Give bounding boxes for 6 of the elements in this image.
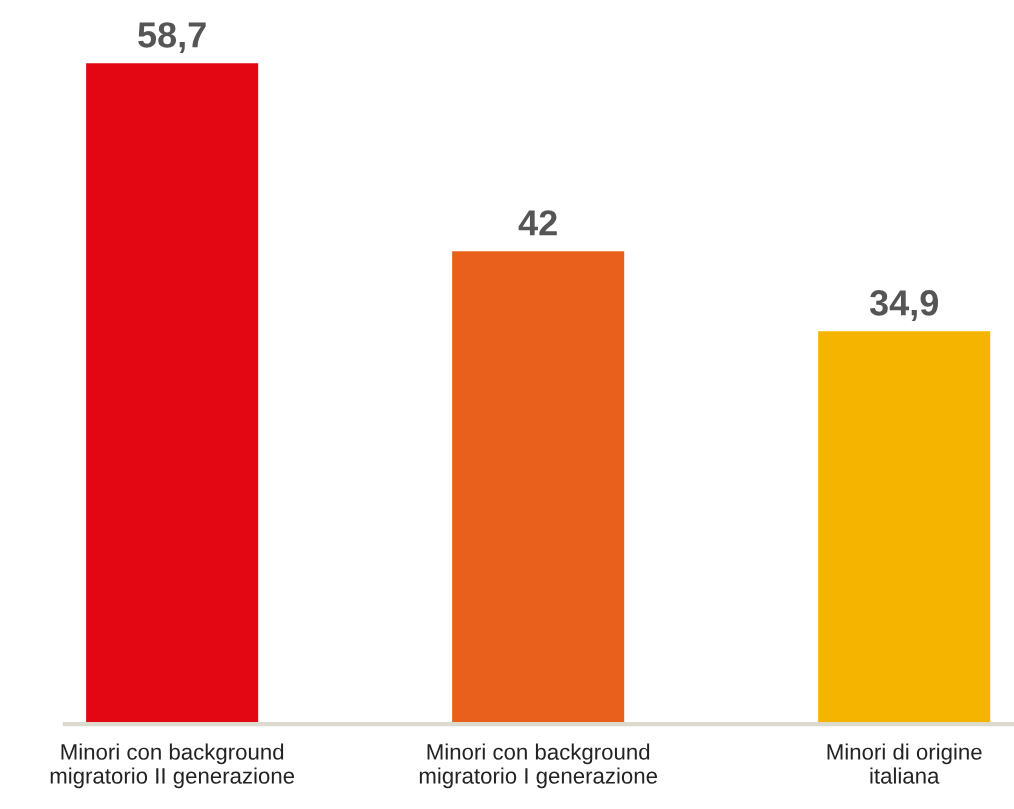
- data-label: 58,7: [138, 22, 206, 53]
- data-label: 34,9: [869, 290, 938, 321]
- x-tick-label: Minori con background migratorio I generazione: [419, 743, 658, 789]
- x-tick-label: Minori di origine italiana: [827, 743, 982, 784]
- x-tick-label: Minori con background migratorio II generazione: [50, 743, 295, 789]
- data-label: 42: [518, 210, 557, 236]
